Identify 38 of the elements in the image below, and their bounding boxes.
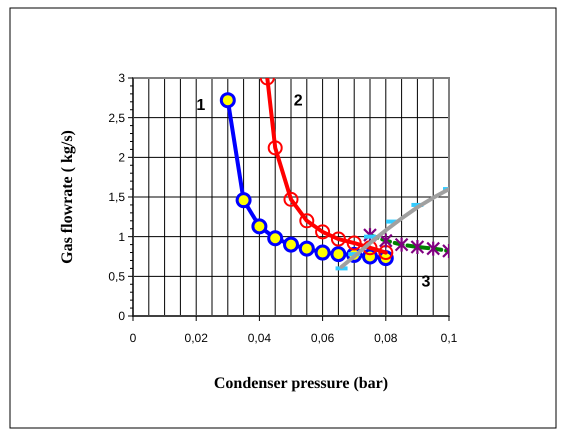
point xyxy=(267,230,284,246)
point xyxy=(283,236,299,253)
point xyxy=(362,226,378,244)
y-tick-label: 2 xyxy=(118,150,126,165)
point xyxy=(330,232,346,247)
point xyxy=(220,92,236,108)
x-tick-label: 0,08 xyxy=(374,331,398,345)
point xyxy=(268,140,283,156)
y-tick-label: 0,5 xyxy=(108,270,126,284)
point xyxy=(410,238,424,256)
y-axis-title: Gas flowrate ( kg/s) xyxy=(59,130,76,264)
point xyxy=(315,224,330,240)
x-tick-label: 0,06 xyxy=(310,331,335,345)
point xyxy=(298,240,315,257)
x-tick-label: 0 xyxy=(130,331,137,345)
y-tick-label: 0 xyxy=(118,309,126,324)
point xyxy=(394,236,409,253)
point xyxy=(284,192,298,207)
point xyxy=(299,213,314,228)
point xyxy=(378,245,394,260)
point xyxy=(378,232,393,249)
point xyxy=(314,244,331,261)
point xyxy=(236,192,252,208)
x-axis-title: Condenser pressure (bar) xyxy=(214,375,388,392)
x-tick-label: 0,04 xyxy=(248,331,272,345)
point xyxy=(426,240,440,257)
point xyxy=(346,236,362,251)
y-tick-label: 3 xyxy=(118,71,126,86)
annotation: 1 xyxy=(196,96,206,114)
y-tick-label: 1,5 xyxy=(108,190,126,204)
point xyxy=(330,246,346,262)
y-tick-label: 2,5 xyxy=(108,110,126,125)
x-tick-label: 0,1 xyxy=(440,331,458,345)
y-tick-label: 1 xyxy=(118,230,126,244)
point xyxy=(362,240,378,256)
x-tick-label: 0,02 xyxy=(184,331,208,345)
annotation: 2 xyxy=(294,92,303,110)
point xyxy=(251,218,268,234)
